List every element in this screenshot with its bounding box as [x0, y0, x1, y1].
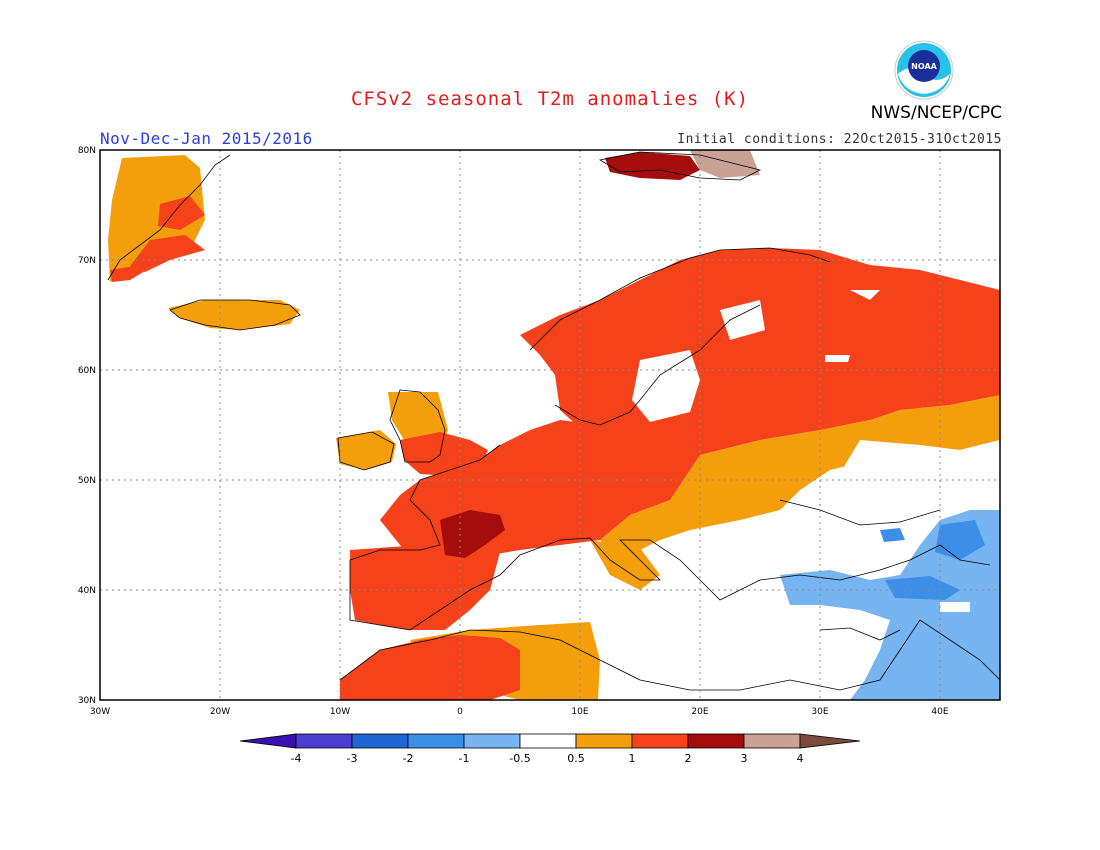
season-label: Nov-Dec-Jan 2015/2016	[100, 129, 313, 148]
lon-tick-label: 40E	[931, 707, 948, 717]
anomaly-neg-1-to-neg-2	[880, 520, 985, 600]
colorbar-label: -4	[291, 752, 302, 765]
lon-tick-label: 20E	[691, 707, 708, 717]
organization-label: NWS/NCEP/CPC	[870, 103, 1002, 123]
map-gridlines	[100, 150, 1000, 700]
colorbar-label: 0.5	[567, 752, 585, 765]
colorbar-label: -2	[403, 752, 414, 765]
colorbar-swatch	[687, 733, 745, 749]
anomaly-neutral-spots	[940, 602, 970, 612]
coastlines	[107, 151, 1000, 691]
colorbar-swatch	[295, 733, 353, 749]
lat-tick-labels: 80N 70N 60N 50N 40N 30N	[78, 146, 96, 706]
colorbar-label: 3	[741, 752, 748, 765]
colorbar-swatch	[631, 733, 689, 749]
colorbar-swatch	[743, 733, 801, 749]
initial-conditions-label: Initial conditions: 22Oct2015-31Oct2015	[677, 132, 1002, 147]
map-title: CFSv2 seasonal T2m anomalies (K)	[350, 88, 750, 110]
colorbar-swatch	[463, 733, 521, 749]
colorbar-label: -0.5	[509, 752, 530, 765]
colorbar-label: -3	[347, 752, 358, 765]
colorbar-swatch	[519, 733, 577, 749]
map-frame	[99, 149, 1001, 701]
colorbar-labels: -4 -3 -2 -1 -0.5 0.5 1 2 3 4	[291, 752, 804, 765]
lat-tick-label: 80N	[78, 146, 96, 156]
anomaly-field	[108, 150, 1000, 700]
lon-tick-label: 0	[457, 707, 463, 717]
colorbar-swatch-below-min	[239, 733, 297, 749]
colorbar-label: 1	[629, 752, 636, 765]
logo-text: NOAA	[911, 62, 937, 71]
lon-tick-label: 30E	[811, 707, 828, 717]
colorbar-swatch	[575, 733, 633, 749]
lat-tick-label: 40N	[78, 586, 96, 596]
colorbar-swatch-above-max	[799, 733, 861, 749]
lat-tick-label: 60N	[78, 366, 96, 376]
colorbar-label: 2	[685, 752, 692, 765]
lon-tick-label: 10E	[571, 707, 588, 717]
anomaly-neutral-holes	[632, 290, 1000, 530]
colorbar-swatch	[407, 733, 465, 749]
lat-tick-label: 30N	[78, 696, 96, 706]
colorbar-swatch	[351, 733, 409, 749]
lat-tick-label: 50N	[78, 476, 96, 486]
lon-tick-label: 10W	[330, 707, 350, 717]
colorbar-label: -1	[459, 752, 470, 765]
lon-tick-labels: 30W 20W 10W 0 10E 20E 30E 40E	[90, 707, 949, 717]
lon-tick-label: 20W	[210, 707, 230, 717]
colorbar	[239, 733, 861, 749]
colorbar-label: 4	[797, 752, 804, 765]
anomaly-neg-0.5-to-neg-1	[780, 510, 1000, 700]
lon-tick-label: 30W	[90, 707, 110, 717]
noaa-logo: NOAA	[894, 40, 954, 100]
lat-tick-label: 70N	[78, 256, 96, 266]
